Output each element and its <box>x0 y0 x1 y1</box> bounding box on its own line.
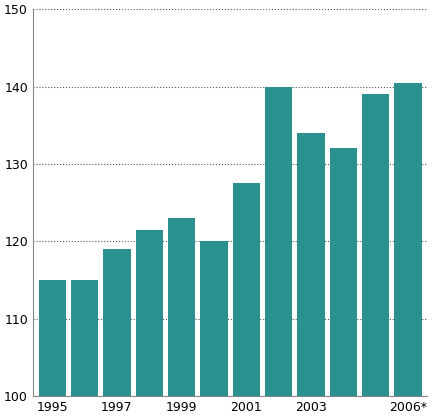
Bar <box>168 218 195 396</box>
Bar <box>362 94 389 396</box>
Bar <box>329 148 357 396</box>
Bar <box>297 133 325 396</box>
Bar <box>71 280 99 396</box>
Bar <box>200 241 228 396</box>
Bar <box>265 87 293 396</box>
Bar <box>394 83 422 396</box>
Bar <box>103 249 131 396</box>
Bar <box>233 183 260 396</box>
Bar <box>39 280 66 396</box>
Bar <box>135 229 163 396</box>
